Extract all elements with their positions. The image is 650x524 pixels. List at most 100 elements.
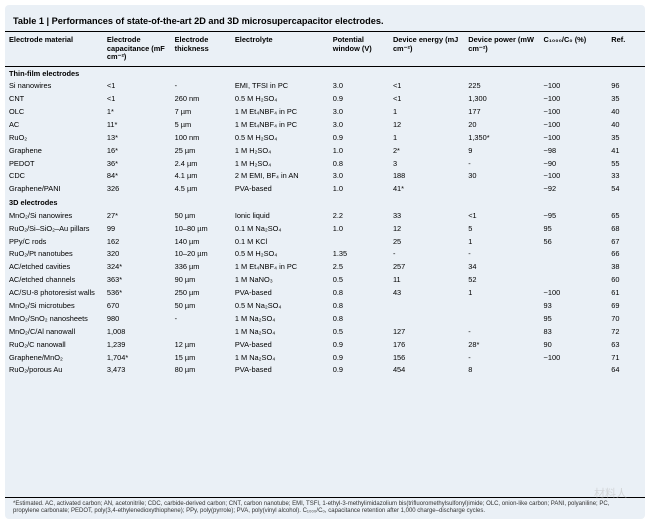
cell: 4.1 µm [171, 170, 231, 183]
cell: <1 [389, 80, 464, 93]
cell: 66 [607, 248, 645, 261]
cell: RuO₂/C nanowall [5, 339, 103, 352]
cell: 1 [464, 235, 539, 248]
cell: 1 M Na₂SO₄ [231, 351, 329, 364]
cell: ~100 [540, 93, 608, 106]
cell: 1.0 [329, 222, 389, 235]
cell: 84* [103, 170, 171, 183]
table-row: RuO₂13*100 nm0.5 M H₂SO₄0.911,350*~10035 [5, 132, 645, 145]
cell: 0.8 [329, 157, 389, 170]
cell: 28* [464, 339, 539, 352]
table-row: MnO₂/C/Al nanowall1,0081 M Na₂SO₄0.5127-… [5, 326, 645, 339]
cell: 3.0 [329, 170, 389, 183]
section-label: Thin-film electrodes [5, 66, 645, 80]
cell: 1 M NaNO₃ [231, 274, 329, 287]
cell: 50 µm [171, 300, 231, 313]
cell [389, 300, 464, 313]
cell: MnO₂/C/Al nanowall [5, 326, 103, 339]
cell: 2.4 µm [171, 157, 231, 170]
cell: 1.35 [329, 248, 389, 261]
cell: 68 [607, 222, 645, 235]
cell: 0.9 [329, 364, 389, 377]
cell: 2 M EMI, BF₄ in AN [231, 170, 329, 183]
table-row: AC/etched channels363*90 µm1 M NaNO₃0.51… [5, 274, 645, 287]
cell: 0.9 [329, 132, 389, 145]
cell: 1,300 [464, 93, 539, 106]
table-row: RuO₂/Pt nanotubes32010–20 µm0.5 M H₂SO₄1… [5, 248, 645, 261]
cell: 5 [464, 222, 539, 235]
cell: PVA-based [231, 364, 329, 377]
cell: 1,350* [464, 132, 539, 145]
cell: 13* [103, 132, 171, 145]
cell [389, 313, 464, 326]
cell: 225 [464, 80, 539, 93]
cell: 140 µm [171, 235, 231, 248]
cell: 1.0 [329, 145, 389, 158]
section-row: Thin-film electrodes [5, 66, 645, 80]
cell: 90 [540, 339, 608, 352]
col-header-7: C₁₀₀₀/C₀ (%) [540, 32, 608, 66]
cell: 36* [103, 157, 171, 170]
col-header-3: Electrolyte [231, 32, 329, 66]
cell: 4.5 µm [171, 183, 231, 196]
cell: 71 [607, 351, 645, 364]
cell: 1 [389, 106, 464, 119]
cell: 3.0 [329, 80, 389, 93]
cell: EMI, TFSI in PC [231, 80, 329, 93]
cell: 0.5 M Na₂SO₄ [231, 300, 329, 313]
col-header-1: Electrode capacitance (mF cm⁻²) [103, 32, 171, 66]
col-header-2: Electrode thickness [171, 32, 231, 66]
cell: 25 [389, 235, 464, 248]
cell: Graphene/MnO₂ [5, 351, 103, 364]
cell: 188 [389, 170, 464, 183]
cell: - [464, 351, 539, 364]
table-row: RuO₂/C nanowall1,23912 µmPVA-based0.9176… [5, 339, 645, 352]
cell: - [171, 80, 231, 93]
cell: AC/etched cavities [5, 261, 103, 274]
cell: PPy/C rods [5, 235, 103, 248]
cell: 0.8 [329, 300, 389, 313]
col-header-0: Electrode material [5, 32, 103, 66]
cell: 5 µm [171, 119, 231, 132]
col-header-8: Ref. [607, 32, 645, 66]
cell: 1* [103, 106, 171, 119]
col-header-4: Potential window (V) [329, 32, 389, 66]
cell: 95 [540, 313, 608, 326]
cell: 1 M H₂SO₄ [231, 157, 329, 170]
table-row: AC11*5 µm1 M Et₄NBF₄ in PC3.01220~10040 [5, 119, 645, 132]
cell: 0.8 [329, 313, 389, 326]
cell: 0.9 [329, 339, 389, 352]
cell [540, 364, 608, 377]
cell: 3 [389, 157, 464, 170]
cell: 7 µm [171, 106, 231, 119]
cell: 12 [389, 222, 464, 235]
cell: - [389, 248, 464, 261]
cell: 65 [607, 210, 645, 223]
cell: AC [5, 119, 103, 132]
cell: 99 [103, 222, 171, 235]
cell [540, 248, 608, 261]
cell: ~100 [540, 132, 608, 145]
cell: RuO₂/Pt nanotubes [5, 248, 103, 261]
cell: 326 [103, 183, 171, 196]
cell: 11 [389, 274, 464, 287]
cell: 33 [389, 210, 464, 223]
cell: Graphene [5, 145, 103, 158]
cell: 3.0 [329, 119, 389, 132]
cell: Graphene/PANI [5, 183, 103, 196]
table-row: AC/etched cavities324*336 µm1 M Et₄NBF₄ … [5, 261, 645, 274]
cell: 10–20 µm [171, 248, 231, 261]
cell: ~100 [540, 119, 608, 132]
cell: ~100 [540, 170, 608, 183]
cell: 56 [540, 235, 608, 248]
cell: 2.2 [329, 210, 389, 223]
col-header-6: Device power (mW cm⁻²) [464, 32, 539, 66]
cell: 156 [389, 351, 464, 364]
table-row: MnO₂/SnO₂ nanosheets980-1 M Na₂SO₄0.8957… [5, 313, 645, 326]
cell: 93 [540, 300, 608, 313]
cell: 127 [389, 326, 464, 339]
cell: ~95 [540, 210, 608, 223]
cell: 72 [607, 326, 645, 339]
cell: - [464, 157, 539, 170]
cell: 1,239 [103, 339, 171, 352]
